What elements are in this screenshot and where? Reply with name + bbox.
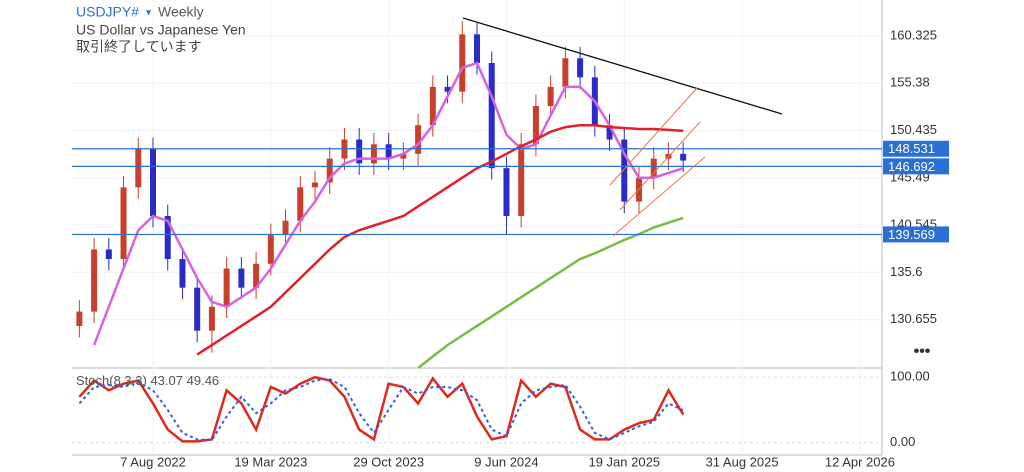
candle-body: [194, 287, 201, 331]
candle-body: [297, 187, 304, 221]
line-series: [196, 123, 684, 356]
y-tick-label: 160.325: [890, 27, 937, 42]
more-menu[interactable]: •••: [914, 343, 931, 360]
y-tick-label: 150.435: [890, 122, 937, 137]
candle-body: [267, 235, 274, 264]
timeframe[interactable]: Weekly: [158, 4, 204, 20]
y-tick-label: 0.00: [890, 434, 915, 449]
plot-area: [72, 0, 882, 455]
channel-line: [619, 121, 701, 211]
candle-body: [105, 249, 112, 260]
candle-body: [606, 125, 613, 140]
x-tick-label: 9 Jun 2024: [474, 454, 538, 469]
line-series: [78, 378, 684, 442]
price-level-label: 139.569: [888, 227, 935, 242]
price-level-tag: [883, 158, 949, 175]
candle-body: [518, 144, 525, 216]
x-tick-label: 31 Aug 2025: [706, 454, 779, 469]
x-tick-label: 29 Oct 2023: [353, 454, 424, 469]
candle-body: [385, 144, 392, 159]
y-tick-label: 100.00: [890, 369, 930, 384]
candle-body: [370, 144, 377, 164]
candle-body: [444, 86, 451, 92]
status: 取引終了しています: [76, 39, 202, 55]
candle-body: [577, 58, 584, 78]
x-tick-label: 19 Mar 2023: [234, 454, 307, 469]
candle-body: [400, 153, 407, 159]
candle-body: [223, 268, 230, 307]
candle-body: [91, 249, 98, 312]
candle-body: [650, 158, 657, 178]
candle-body: [429, 86, 436, 126]
candle-body: [621, 139, 628, 202]
indicator-label: Stoch(8,3,3) 43.07 49.46: [76, 373, 219, 388]
trend-line: [462, 17, 783, 115]
candle-body: [562, 58, 569, 87]
candle-body: [326, 158, 333, 183]
indicator-value: 49.46: [187, 373, 220, 388]
candle-body: [282, 220, 289, 236]
channel-line: [612, 156, 706, 237]
symbol[interactable]: USDJPY#: [76, 4, 139, 20]
price-level-tag: [883, 226, 949, 243]
candle-body: [253, 263, 260, 288]
candle-body: [312, 182, 318, 188]
candle-body: [680, 153, 687, 161]
price-level-label: 146.692: [888, 159, 935, 174]
x-tick-label: 12 Apr 2026: [825, 454, 895, 469]
candle-body: [547, 86, 554, 107]
price-level-label: 148.531: [888, 141, 935, 156]
candle-body: [238, 268, 245, 288]
line-series: [92, 61, 684, 346]
candle-body: [135, 149, 142, 188]
y-tick-label: 130.655: [890, 311, 937, 326]
y-tick-label: 155.38: [890, 75, 930, 90]
indicator-value: Stoch(8,3,3): [76, 373, 147, 388]
x-tick-label: 7 Aug 2022: [120, 454, 186, 469]
line-series: [78, 375, 685, 443]
price-level-tag: [883, 140, 949, 157]
candle-body: [164, 215, 171, 260]
channel-line: [609, 87, 698, 186]
candle-body: [532, 106, 539, 145]
indicator-value: 43.07: [150, 373, 183, 388]
candle-body: [150, 149, 156, 216]
candle-body: [356, 139, 363, 164]
dropdown-icon[interactable]: ▾: [146, 8, 151, 19]
candle-body: [120, 187, 127, 260]
candle-body: [503, 168, 510, 216]
candle-body: [179, 259, 186, 288]
x-tick-label: 19 Jan 2025: [588, 454, 660, 469]
candle-body: [488, 63, 495, 169]
candle-body: [474, 34, 480, 64]
description: US Dollar vs Japanese Yen: [76, 22, 246, 38]
candle-body: [459, 34, 466, 92]
candle-body: [208, 306, 215, 331]
candle-body: [415, 125, 422, 154]
candle-body: [76, 311, 83, 326]
y-tick-label: 135.6: [890, 264, 923, 279]
